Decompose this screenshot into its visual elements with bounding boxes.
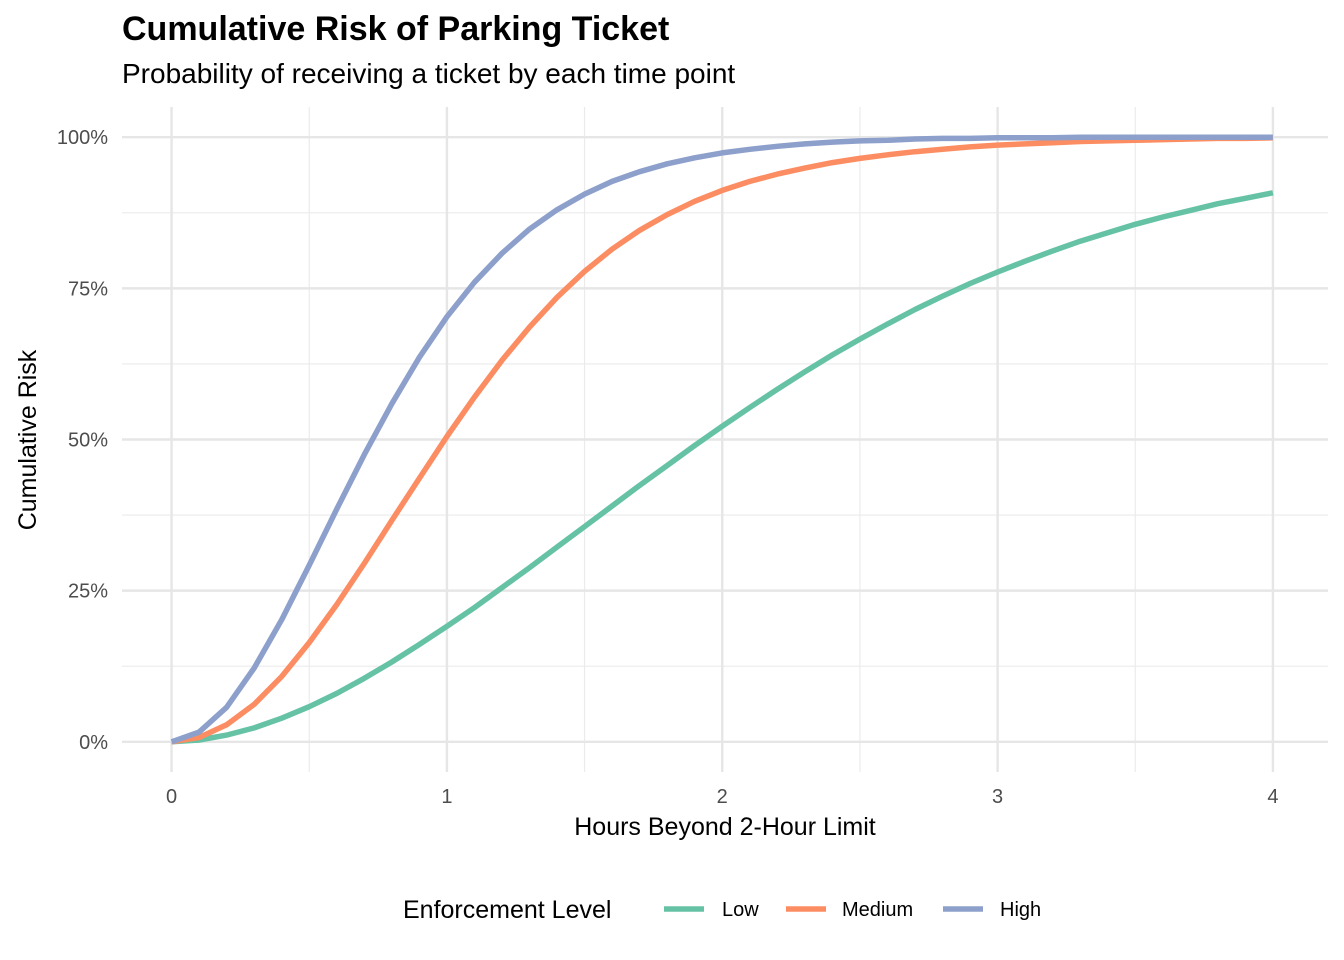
legend-label-low: Low — [722, 899, 759, 921]
y-tick-label: 0% — [79, 732, 108, 754]
y-tick-label: 75% — [68, 278, 108, 300]
major-gridlines — [122, 107, 1328, 772]
series-line-low — [171, 190, 1274, 745]
y-tick-label: 50% — [68, 430, 108, 452]
legend-title: Enforcement Level — [403, 896, 611, 924]
x-axis-tick-labels: 0 1 2 3 4 — [166, 786, 1278, 808]
series-line-medium — [171, 135, 1273, 745]
x-tick-label: 3 — [992, 786, 1003, 808]
x-tick-label: 4 — [1267, 786, 1278, 808]
series-line-high — [170, 134, 1273, 745]
legend-label-high: High — [1000, 899, 1041, 921]
x-axis-title: Hours Beyond 2-Hour Limit — [574, 813, 876, 841]
x-tick-label: 0 — [166, 786, 177, 808]
series-lines — [170, 134, 1274, 745]
legend: Enforcement Level Low Medium High — [403, 896, 1041, 924]
legend-label-medium: Medium — [842, 899, 913, 921]
y-tick-label: 25% — [68, 581, 108, 603]
x-tick-label: 2 — [717, 786, 728, 808]
y-tick-label: 100% — [57, 127, 108, 149]
chart-title: Cumulative Risk of Parking Ticket — [122, 10, 670, 48]
y-axis-title: Cumulative Risk — [14, 349, 42, 530]
x-tick-label: 1 — [441, 786, 452, 808]
y-axis-tick-labels: 0% 25% 50% 75% 100% — [57, 127, 108, 754]
chart-subtitle: Probability of receiving a ticket by eac… — [122, 58, 736, 89]
minor-gridlines — [122, 107, 1328, 772]
